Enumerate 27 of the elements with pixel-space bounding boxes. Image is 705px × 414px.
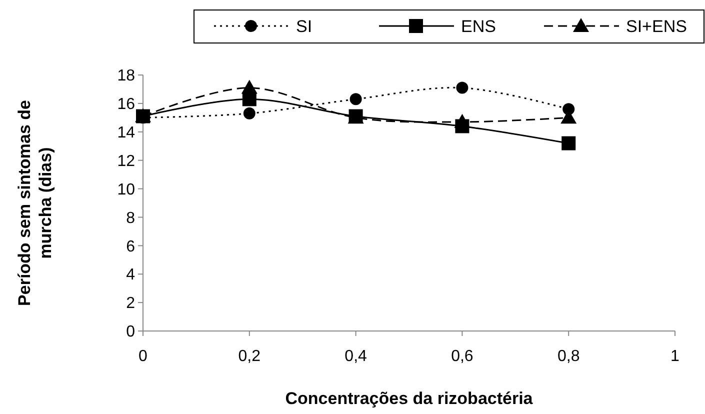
x-tick-label: 0,8 bbox=[557, 348, 580, 365]
x-tick-label: 0,6 bbox=[451, 348, 474, 365]
point bbox=[454, 114, 470, 128]
y-tick-label: 6 bbox=[126, 238, 136, 256]
y-tick-label: 12 bbox=[117, 152, 136, 170]
x-tick-label: 0 bbox=[138, 348, 148, 365]
point bbox=[243, 107, 256, 120]
y-tick-label: 0 bbox=[126, 324, 136, 341]
y-tick-label: 10 bbox=[117, 181, 136, 198]
y-tick-label: 2 bbox=[126, 295, 136, 312]
y-tick-label: 8 bbox=[126, 210, 136, 227]
point bbox=[456, 82, 468, 94]
y-tick-label: 18 bbox=[117, 68, 136, 85]
point bbox=[350, 93, 362, 106]
legend-label: SI+ENS bbox=[626, 16, 687, 36]
y-axis-title: Período sem sintomas de murcha (dias) bbox=[15, 100, 55, 306]
x-axis-title: Concentrações da rizobactéria bbox=[285, 389, 534, 408]
y-tick-label: 4 bbox=[126, 266, 136, 284]
x-tick-label: 0,2 bbox=[238, 348, 261, 365]
x-tick-label: 0,4 bbox=[344, 348, 368, 365]
point bbox=[562, 136, 576, 150]
x-tick-label: 1 bbox=[670, 348, 680, 365]
legend-label: ENS bbox=[461, 16, 496, 36]
y-tick-label: 16 bbox=[117, 96, 136, 114]
legend-label: SI bbox=[296, 16, 312, 36]
y-tick-label: 14 bbox=[117, 124, 136, 142]
point bbox=[241, 80, 258, 94]
